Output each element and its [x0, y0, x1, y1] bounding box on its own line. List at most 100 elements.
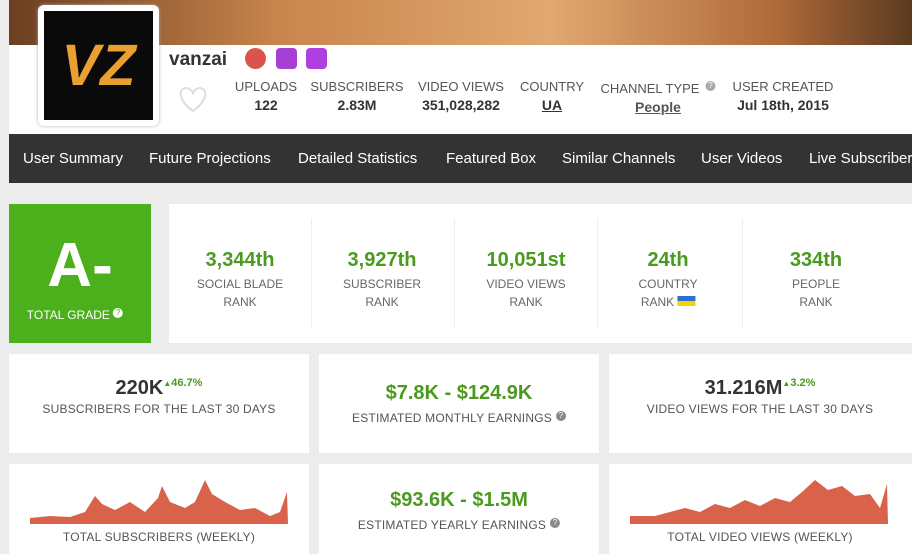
rank: 10,051st VIDEO VIEWS RANK — [486, 249, 565, 311]
card-label: TOTAL SUBSCRIBERS (WEEKLY) — [63, 530, 255, 544]
stat-label: COUNTRY — [519, 79, 585, 94]
rank-label-line: RANK — [223, 295, 257, 309]
nav-bar: User Summary Future Projections Detailed S… — [9, 134, 912, 183]
card-label: TOTAL VIDEO VIEWS (WEEKLY) — [667, 530, 852, 544]
avatar-frame: VZ — [38, 5, 159, 126]
divider — [311, 218, 312, 329]
stat-value[interactable]: UA — [541, 97, 563, 113]
nav-item[interactable]: Detailed Statistics — [298, 150, 418, 167]
sparkline — [630, 480, 888, 524]
rank: 24th COUNTRY RANK — [638, 249, 697, 311]
card-value-text: $7.8K - $124.9K — [385, 382, 533, 404]
rank-label-line: RANK — [638, 293, 697, 311]
sparkline — [30, 480, 288, 524]
card — [319, 464, 599, 554]
stat-value: 351,028,282 — [422, 97, 500, 113]
badge — [306, 48, 327, 69]
rank: 334th PEOPLE RANK — [790, 249, 842, 311]
change: ▲3.2% — [782, 377, 815, 389]
rank-label-line: COUNTRY — [638, 277, 698, 291]
card — [609, 354, 912, 453]
grade-box: A- TOTAL GRADE ? — [9, 204, 151, 343]
help-icon[interactable]: ? — [705, 81, 716, 91]
card-content: TOTAL SUBSCRIBERS (WEEKLY) — [63, 530, 255, 544]
change-value: 46.7% — [171, 377, 203, 389]
divider — [597, 218, 598, 329]
ranks-panel: 3,344th SOCIAL BLADE RANK 3,927th SUBSCRIBER… — [169, 204, 912, 343]
rank-label-line: SOCIAL BLADE — [196, 277, 284, 291]
nav-item[interactable]: Featured Box — [446, 150, 537, 167]
card-label-text: TOTAL VIDEO VIEWS (WEEKLY) — [667, 530, 853, 544]
card-label: VIDEO VIEWS FOR THE LAST 30 DAYS — [647, 402, 873, 416]
channel-name: vanzai — [169, 49, 228, 70]
card — [319, 354, 599, 453]
stat: VIDEO VIEWS 351,028,282 — [418, 79, 504, 113]
help-icon[interactable]: ? — [555, 411, 566, 421]
rank-label: COUNTRY RANK — [638, 275, 697, 311]
divider — [454, 218, 455, 329]
grade-value: A- — [47, 231, 113, 300]
stat: UPLOADS 122 — [235, 79, 297, 113]
up-arrow: ▲ — [782, 379, 791, 388]
stat-value: 2.83M — [337, 97, 377, 113]
favorite-icon[interactable] — [176, 84, 210, 114]
card-value-text: 220K — [115, 377, 164, 399]
badge — [276, 48, 297, 69]
card-label-text: SUBSCRIBERS FOR THE LAST 30 DAYS — [42, 402, 276, 416]
rank-label: SOCIAL BLADE RANK — [197, 275, 283, 311]
nav-item[interactable]: Future Projections — [149, 150, 271, 167]
rank-label-line: SUBSCRIBER — [342, 277, 422, 291]
card-content: $93.6K - $1.5M ESTIMATED YEARLY EARNINGS? — [358, 489, 561, 532]
rank: 3,927th SUBSCRIBER RANK — [343, 249, 421, 311]
divider — [742, 218, 743, 329]
nav-item[interactable]: User Summary — [23, 150, 124, 167]
card-value: $93.6K - $1.5M — [358, 489, 560, 512]
card-label-text: VIDEO VIEWS FOR THE LAST 30 DAYS — [646, 402, 874, 416]
stat-label: VIDEO VIEWS — [418, 79, 504, 94]
card-content: 220K▲46.7% SUBSCRIBERS FOR THE LAST 30 DA… — [42, 377, 275, 416]
avatar: VZ — [44, 11, 153, 120]
card-label: SUBSCRIBERS FOR THE LAST 30 DAYS — [42, 402, 275, 416]
rank-value: 24th — [647, 249, 689, 271]
card-content: TOTAL VIDEO VIEWS (WEEKLY) — [667, 530, 852, 544]
card — [9, 354, 309, 453]
rank-label-line: RANK — [365, 295, 399, 309]
stat: SUBSCRIBERS 2.83M — [310, 79, 403, 113]
rank: 3,344th SOCIAL BLADE RANK — [197, 249, 283, 311]
stat-value: 122 — [254, 97, 278, 113]
stat-label: SUBSCRIBERS — [310, 79, 404, 94]
rank-value: 10,051st — [486, 249, 566, 271]
up-arrow: ▲ — [163, 379, 172, 388]
rank-value: 334th — [789, 249, 843, 271]
stat-value: Jul 18th, 2015 — [737, 97, 829, 113]
card-label: ESTIMATED MONTHLY EARNINGS? — [352, 411, 566, 425]
card-content: 31.216M▲3.2% VIDEO VIEWS FOR THE LAST 30 … — [647, 377, 873, 416]
nav-item[interactable]: User Videos — [701, 150, 783, 167]
rank-label: SUBSCRIBER RANK — [343, 275, 421, 311]
grade-label: TOTAL GRADE ? — [26, 308, 124, 322]
help-icon[interactable]: ? — [113, 308, 124, 318]
card-label-text: TOTAL SUBSCRIBERS (WEEKLY) — [62, 530, 256, 544]
card-value: $7.8K - $124.9K — [352, 382, 566, 405]
badge — [245, 48, 266, 69]
card-value: 220K▲46.7% — [42, 377, 275, 400]
nav-item[interactable]: Similar Channels — [562, 150, 676, 167]
grade-label-text: TOTAL GRADE — [26, 308, 110, 322]
rank-label-line: RANK — [509, 295, 543, 309]
card-content: $7.8K - $124.9K ESTIMATED MONTHLY EARNING… — [352, 382, 566, 425]
stat: CHANNEL TYPE? People — [601, 81, 716, 115]
card-label-text: ESTIMATED MONTHLY EARNINGS — [352, 411, 552, 425]
stat-value[interactable]: People — [635, 99, 681, 115]
card-value: 31.216M▲3.2% — [647, 377, 873, 400]
banner — [9, 0, 912, 45]
stat-label: CHANNEL TYPE? — [601, 81, 716, 96]
card-value-text: 31.216M — [704, 377, 783, 399]
rank-label: VIDEO VIEWS RANK — [486, 275, 565, 311]
rank-label-line: PEOPLE — [791, 277, 841, 291]
help-icon[interactable]: ? — [550, 518, 561, 528]
change-value: 3.2% — [790, 377, 816, 389]
nav-item[interactable]: Live Subscriber — [809, 150, 912, 167]
flag — [677, 296, 696, 306]
stat-label: USER CREATED — [732, 79, 834, 94]
